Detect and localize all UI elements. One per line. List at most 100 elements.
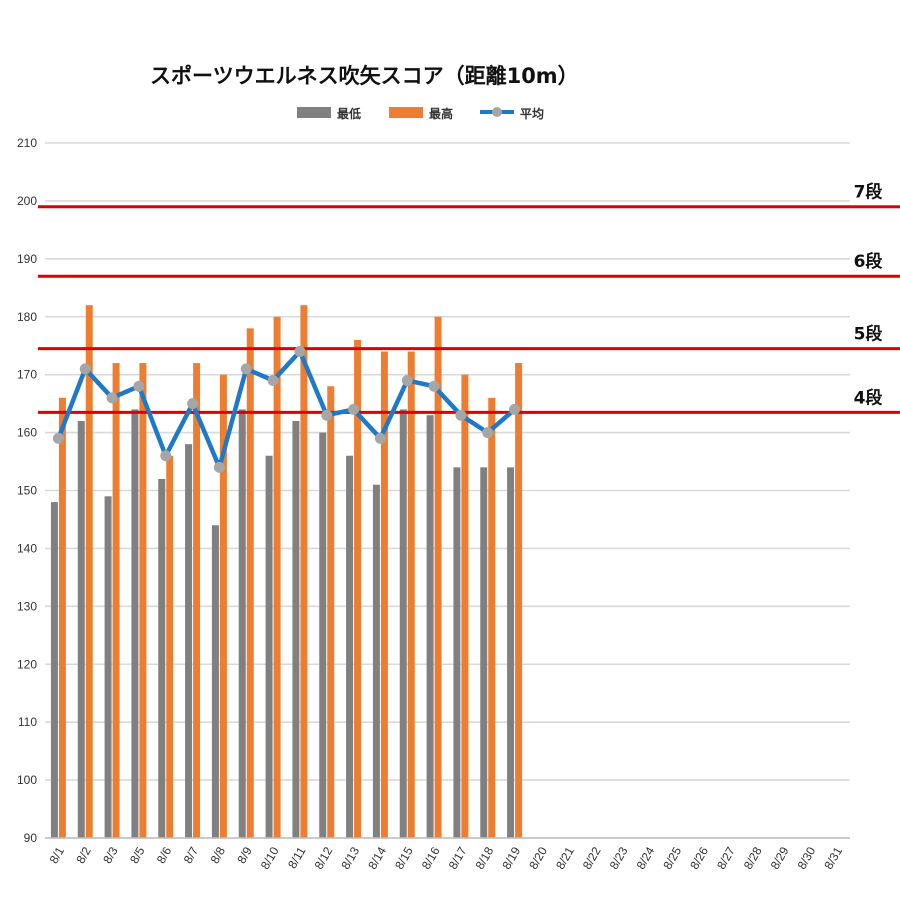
y-tick-label: 160 — [17, 426, 37, 440]
bar-max — [219, 374, 227, 838]
x-tick-label: 8/28 — [741, 844, 765, 872]
y-tick-label: 120 — [17, 657, 37, 671]
bar-max — [139, 363, 147, 838]
bar-max — [273, 316, 281, 838]
bar-max — [112, 363, 120, 838]
bar-min — [507, 467, 515, 838]
y-tick-label: 90 — [24, 831, 38, 845]
x-tick-label: 8/16 — [419, 844, 443, 872]
rank-label: 5段 — [854, 324, 883, 345]
y-tick-label: 170 — [17, 368, 37, 382]
x-tick-label: 8/26 — [687, 844, 711, 872]
bar-max — [166, 455, 174, 838]
bar-max — [58, 397, 66, 838]
bar-max — [193, 363, 201, 838]
bar-max — [434, 316, 442, 838]
bar-max — [300, 305, 308, 839]
average-marker — [267, 374, 279, 386]
x-tick-label: 8/24 — [634, 844, 658, 872]
y-tick-label: 140 — [17, 541, 37, 555]
bar-min — [158, 478, 166, 838]
average-marker — [321, 409, 333, 421]
y-tick-label: 180 — [17, 310, 37, 324]
x-tick-label: 8/22 — [580, 844, 604, 872]
legend-label-max: 最高 — [429, 106, 453, 121]
x-tick-label: 8/31 — [821, 844, 845, 872]
rank-label: 4段 — [854, 387, 883, 408]
bar-max — [488, 397, 496, 838]
average-marker — [428, 380, 440, 392]
average-marker — [401, 374, 413, 386]
x-tick-label: 8/29 — [768, 844, 792, 872]
legend-label-min: 最低 — [337, 106, 361, 121]
bar-min — [480, 467, 488, 838]
gridlines — [45, 142, 850, 839]
average-marker — [455, 409, 467, 421]
bar-min — [185, 444, 193, 838]
bar-min — [265, 455, 273, 838]
legend-marker-avg — [492, 107, 502, 117]
average-marker — [509, 403, 521, 415]
x-tick-label: 8/1 — [47, 844, 68, 866]
bar-min — [319, 432, 327, 838]
y-tick-label: 100 — [17, 773, 37, 787]
bar-max — [327, 386, 335, 838]
bar-min — [426, 415, 434, 838]
x-tick-label: 8/18 — [473, 844, 497, 872]
bar-min — [77, 421, 85, 838]
average-marker — [348, 403, 360, 415]
average-marker — [213, 461, 225, 473]
bar-max — [407, 351, 415, 838]
legend-swatch-min — [297, 107, 331, 118]
bar-max — [246, 328, 254, 838]
x-tick-label: 8/14 — [365, 844, 389, 872]
legend-label-avg: 平均 — [520, 106, 544, 121]
bar-max — [515, 363, 523, 838]
y-tick-label: 150 — [17, 484, 37, 498]
y-tick-label: 210 — [17, 136, 37, 150]
bar-max — [85, 305, 93, 839]
bar-max — [461, 374, 469, 838]
x-tick-label: 8/10 — [258, 844, 282, 872]
x-tick-label: 8/2 — [73, 844, 94, 866]
x-tick-label: 8/21 — [553, 844, 577, 872]
x-tick-label: 8/12 — [312, 844, 336, 872]
bar-min — [104, 496, 112, 838]
average-marker — [294, 346, 306, 357]
average-marker — [52, 432, 64, 444]
bar-min — [399, 409, 407, 838]
y-axis: 90 100 110 120 130 140 150 160 170 180 190 200 210 — [17, 136, 37, 845]
average-marker — [374, 432, 386, 444]
x-tick-label: 8/19 — [499, 844, 523, 872]
x-tick-label: 8/17 — [446, 844, 470, 872]
x-tick-label: 8/11 — [285, 844, 309, 871]
y-tick-label: 190 — [17, 252, 37, 266]
x-tick-label: 8/27 — [714, 844, 738, 872]
x-tick-label: 8/7 — [181, 844, 202, 866]
bar-min — [372, 484, 380, 838]
rank-label: 6段 — [854, 251, 883, 272]
legend-swatch-max — [389, 107, 423, 118]
rank-label: 7段 — [854, 182, 883, 203]
x-tick-label: 8/9 — [234, 844, 255, 866]
x-tick-label: 8/13 — [338, 844, 362, 872]
y-tick-label: 130 — [17, 599, 37, 613]
chart-title: スポーツウエルネス吹矢スコア（距離10m） — [150, 64, 579, 88]
average-series — [52, 346, 521, 473]
bar-max — [380, 351, 388, 838]
x-tick-label: 8/3 — [100, 844, 121, 866]
legend: 最低 最高 平均 — [297, 106, 544, 121]
bar-min — [131, 409, 139, 838]
x-tick-label: 8/5 — [127, 844, 148, 866]
x-axis: 8/1 8/2 8/3 8/5 8/6 8/7 8/8 8/9 8/10 8/11 8/12 8/13… — [45, 837, 850, 872]
bars — [50, 305, 523, 839]
x-tick-label: 8/25 — [660, 844, 684, 872]
x-tick-label: 8/8 — [208, 844, 229, 866]
y-tick-label: 110 — [18, 715, 37, 729]
bar-min — [292, 421, 300, 838]
bar-max — [354, 339, 362, 838]
average-marker — [106, 392, 118, 404]
x-tick-label: 8/30 — [795, 844, 819, 872]
average-marker — [79, 363, 91, 375]
bar-min — [346, 455, 354, 838]
